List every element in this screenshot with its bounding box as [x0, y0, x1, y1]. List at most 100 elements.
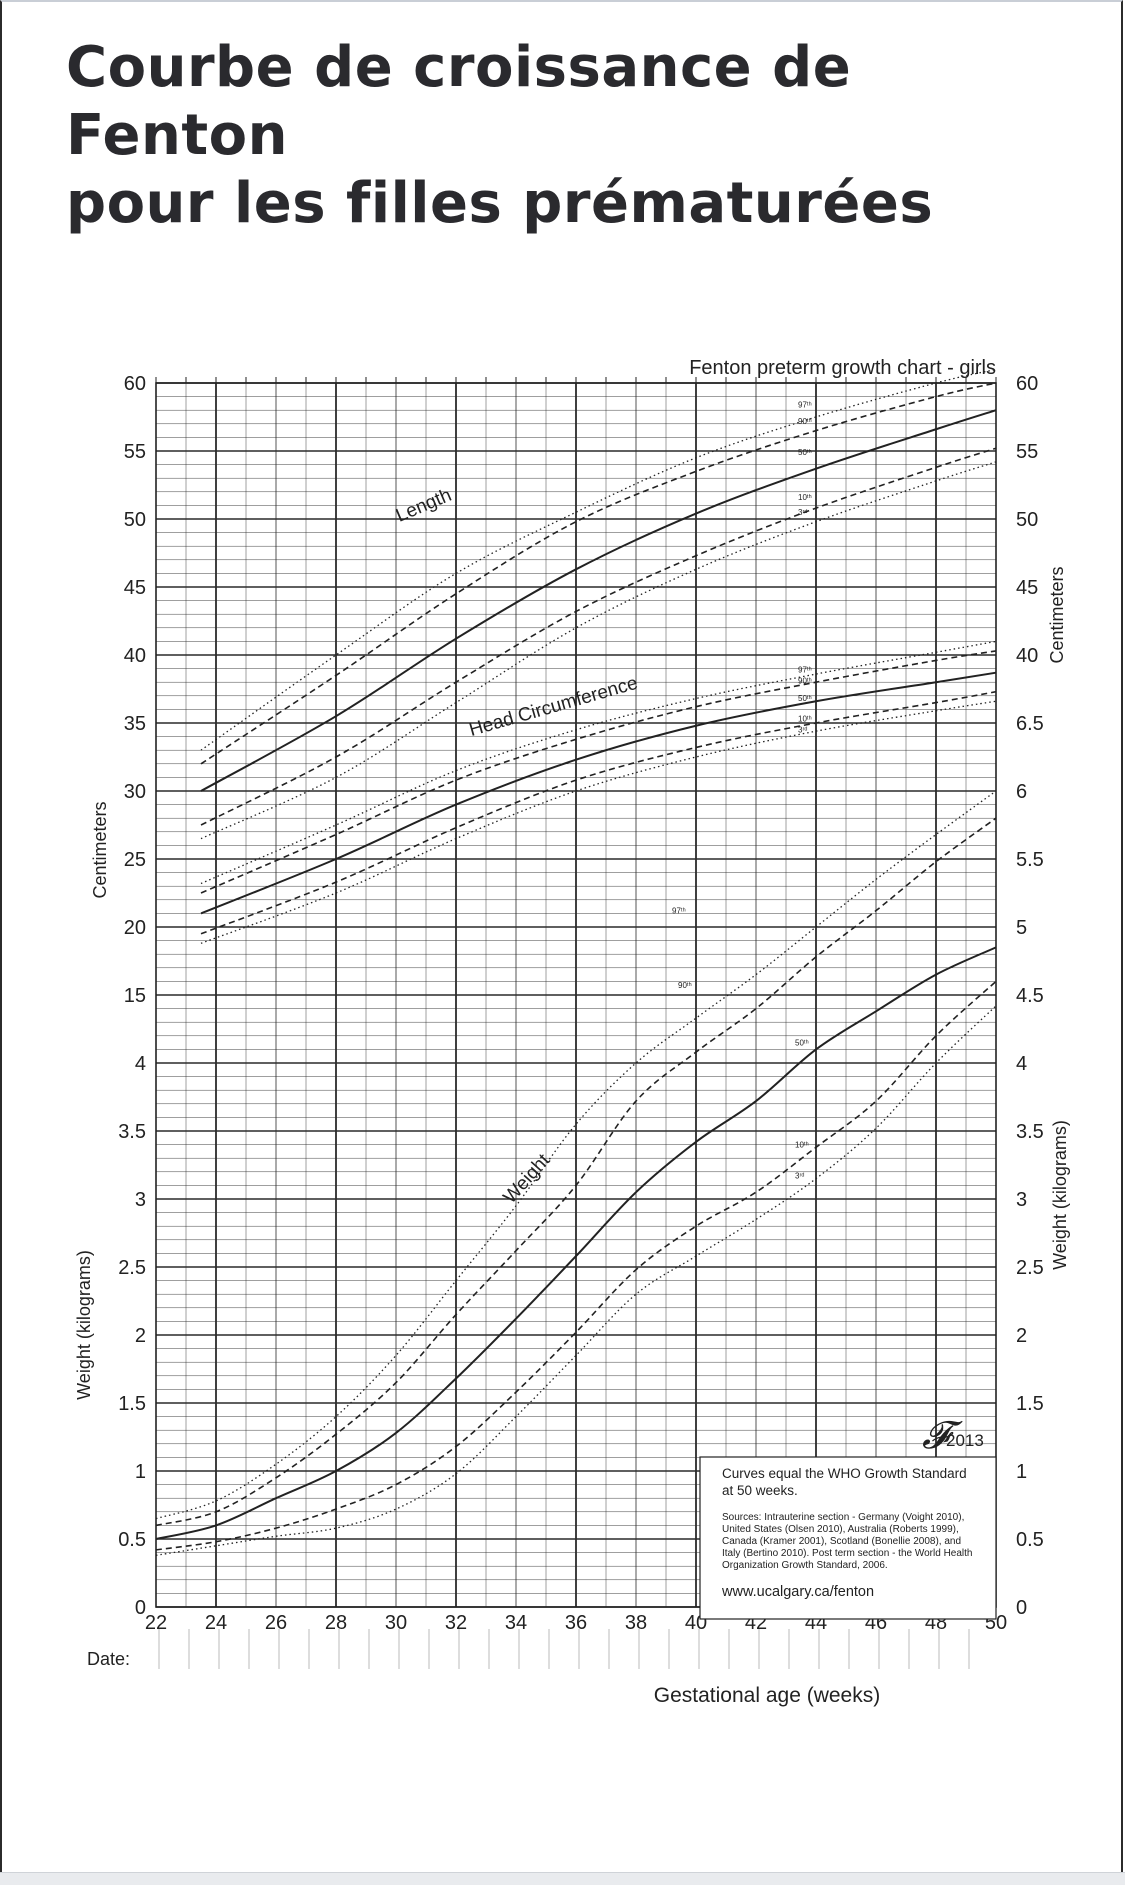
y-right-label-kg: Weight (kilograms)	[1050, 1120, 1070, 1270]
legend-box-frame	[699, 1456, 997, 1620]
weight-curve-50th	[155, 946, 997, 1540]
y-left-tick-label: 50	[124, 509, 146, 531]
y-right-tick-label: 60	[1016, 373, 1038, 395]
y-right-tick-label: 5.5	[1016, 849, 1044, 871]
y-left-tick-label: 3	[135, 1189, 146, 1211]
y-left-tick-label: 30	[124, 781, 146, 803]
legend-line2: at 50 weeks.	[722, 1483, 798, 1498]
x-tick-label: 28	[325, 1612, 347, 1634]
legend-source-5: Organization Growth Standard, 2006.	[722, 1560, 888, 1571]
percentile-tag-length: 3ʳᵈ	[798, 508, 807, 517]
y-left-tick-label: 20	[124, 917, 146, 939]
length-curve-50th	[200, 409, 997, 792]
y-right-tick-label: 2.5	[1016, 1257, 1044, 1279]
y-right-tick-label: 1.5	[1016, 1393, 1044, 1415]
chart-title: Fenton preterm growth chart - girls	[689, 357, 996, 379]
legend-source-2: United States (Olsen 2010), Australia (R…	[722, 1524, 959, 1535]
y-right-tick-label: 6.5	[1016, 713, 1044, 735]
chart-curves	[155, 368, 997, 1556]
y-right-tick-label: 0	[1016, 1597, 1027, 1619]
chart-grid	[155, 377, 997, 1669]
x-tick-label: 26	[265, 1612, 287, 1634]
percentile-tag-weight: 90ᵗʰ	[678, 981, 692, 990]
y-left-tick-label: 55	[124, 441, 146, 463]
percentile-tag-length: 50ᵗʰ	[798, 448, 812, 457]
y-left-tick-label: 0	[135, 1597, 146, 1619]
y-right-tick-label: 0.5	[1016, 1529, 1044, 1551]
y-right-tick-label: 5	[1016, 917, 1027, 939]
percentile-tag-weight: 50ᵗʰ	[795, 1038, 809, 1047]
y-left-label-kg: Weight (kilograms)	[74, 1250, 94, 1400]
date-label: Date:	[87, 1649, 130, 1669]
curve-label-length: Length	[393, 485, 455, 527]
head-curve-90th	[200, 650, 997, 894]
y-left-label-cm: Centimeters	[90, 801, 110, 898]
y-left-tick-label: 60	[124, 373, 146, 395]
y-right-label-cm: Centimeters	[1047, 566, 1067, 663]
percentile-tag-weight: 10ᵗʰ	[795, 1140, 809, 1149]
legend-box: 𝓕 2013 Curves equal the WHO Growth Stand…	[699, 1415, 997, 1620]
weight-curve-3rd	[155, 1005, 997, 1556]
bottom-bar	[0, 1872, 1125, 1885]
length-curve-90th	[200, 382, 997, 765]
y-right-tick-label: 6	[1016, 781, 1027, 803]
percentile-tag-weight: 3ʳᵈ	[795, 1172, 804, 1181]
weight-curve-90th	[155, 817, 997, 1527]
y-left-tick-label: 15	[124, 985, 146, 1007]
head-curve-3rd	[200, 700, 997, 944]
x-axis-label: Gestational age (weeks)	[654, 1684, 880, 1707]
y-left-tick-label: 4	[135, 1053, 146, 1075]
y-left-tick-label: 2.5	[118, 1257, 146, 1279]
length-curve-3rd	[200, 461, 997, 840]
weight-curve-10th	[155, 980, 997, 1551]
page-title-line2: pour les filles prématurées	[66, 171, 934, 236]
x-tick-label: 30	[385, 1612, 407, 1634]
y-right-tick-label: 4	[1016, 1053, 1027, 1075]
x-tick-label: 24	[205, 1612, 227, 1634]
percentile-tag-head: 3ʳᵈ	[798, 726, 807, 735]
growth-chart: 22 24 26 28 30 32 34 36 38 40 42 44 46 48 506055504540…	[74, 357, 1070, 1707]
chart-labels: 22 24 26 28 30 32 34 36 38 40 42 44 46 48 506055504540…	[74, 373, 1070, 1634]
y-left-tick-label: 40	[124, 645, 146, 667]
y-right-tick-label: 45	[1016, 577, 1038, 599]
y-left-tick-label: 35	[124, 713, 146, 735]
head-curve-10th	[200, 690, 997, 935]
length-curve-97th	[200, 368, 997, 751]
y-right-tick-label: 3.5	[1016, 1121, 1044, 1143]
page-title: Courbe de croissance de Fenton pour les …	[66, 34, 1066, 238]
y-right-tick-label: 1	[1016, 1461, 1027, 1483]
x-tick-label: 38	[625, 1612, 647, 1634]
y-right-tick-label: 4.5	[1016, 985, 1044, 1007]
percentile-tag-head: 10ᵗʰ	[798, 715, 812, 724]
y-left-tick-label: 2	[135, 1325, 146, 1347]
curve-label-head: Head Circumference	[467, 673, 640, 741]
percentile-tag-length: 90ᵗʰ	[798, 417, 812, 426]
y-right-tick-label: 2	[1016, 1325, 1027, 1347]
x-tick-label: 22	[145, 1612, 167, 1634]
length-curve-10th	[200, 447, 997, 826]
legend-line1: Curves equal the WHO Growth Standard	[722, 1466, 967, 1481]
y-right-tick-label: 40	[1016, 645, 1038, 667]
head-curve-97th	[200, 640, 997, 885]
percentile-tag-length: 10ᵗʰ	[798, 493, 812, 502]
percentile-tag-head: 97ᵗʰ	[798, 666, 812, 675]
y-right-tick-label: 50	[1016, 509, 1038, 531]
y-left-tick-label: 1	[135, 1461, 146, 1483]
percentile-tag-head: 50ᵗʰ	[798, 694, 812, 703]
percentile-tag-head: 90ᵗʰ	[798, 677, 812, 686]
legend-source-1: Sources: Intrauterine section - Germany …	[722, 1512, 964, 1523]
y-right-tick-label: 55	[1016, 441, 1038, 463]
y-left-tick-label: 45	[124, 577, 146, 599]
y-left-tick-label: 3.5	[118, 1121, 146, 1143]
y-right-tick-label: 3	[1016, 1189, 1027, 1211]
percentile-tag-length: 97ᵗʰ	[798, 400, 812, 409]
head-curve-50th	[200, 671, 997, 915]
percentile-tag-weight: 97ᵗʰ	[672, 906, 686, 915]
y-left-tick-label: 1.5	[118, 1393, 146, 1415]
legend-source-3: Canada (Kramer 2001), Scotland (Bonellie…	[722, 1536, 961, 1547]
legend-source-4: Italy (Bertino 2010). Post term section …	[722, 1548, 972, 1559]
page-title-line1: Courbe de croissance de Fenton	[66, 35, 852, 168]
x-tick-label: 32	[445, 1612, 467, 1634]
legend-url: www.ucalgary.ca/fenton	[721, 1584, 874, 1600]
